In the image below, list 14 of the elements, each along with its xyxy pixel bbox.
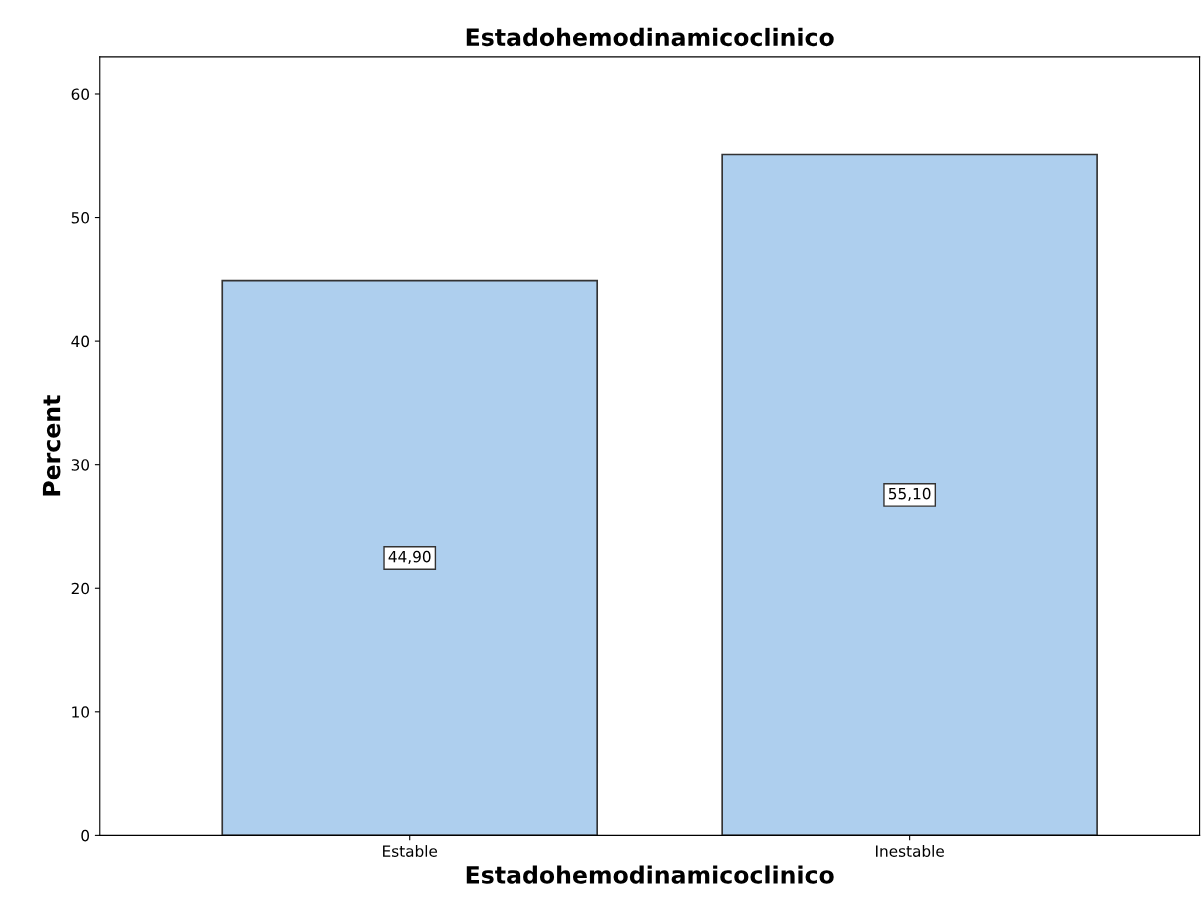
- y-tick-label: 30: [71, 459, 90, 471]
- y-tick-label: 50: [71, 212, 90, 224]
- y-tick-label: 0: [81, 829, 90, 842]
- data-label: 55,10: [888, 487, 931, 501]
- y-tick-label: 60: [71, 88, 90, 101]
- chart-title: Estadohemodinamicoclinico: [466, 27, 834, 47]
- x-tick-label: Estable: [383, 845, 438, 857]
- y-tick-label: 40: [71, 335, 90, 348]
- x-tick-label: Inestable: [876, 845, 944, 857]
- y-tick-label: 20: [71, 582, 90, 595]
- data-label: 44,90: [388, 550, 431, 564]
- y-axis-title: Percent: [42, 395, 61, 496]
- x-axis-title: Estadohemodinamicoclinico: [466, 865, 834, 884]
- y-tick-label: 10: [72, 706, 90, 718]
